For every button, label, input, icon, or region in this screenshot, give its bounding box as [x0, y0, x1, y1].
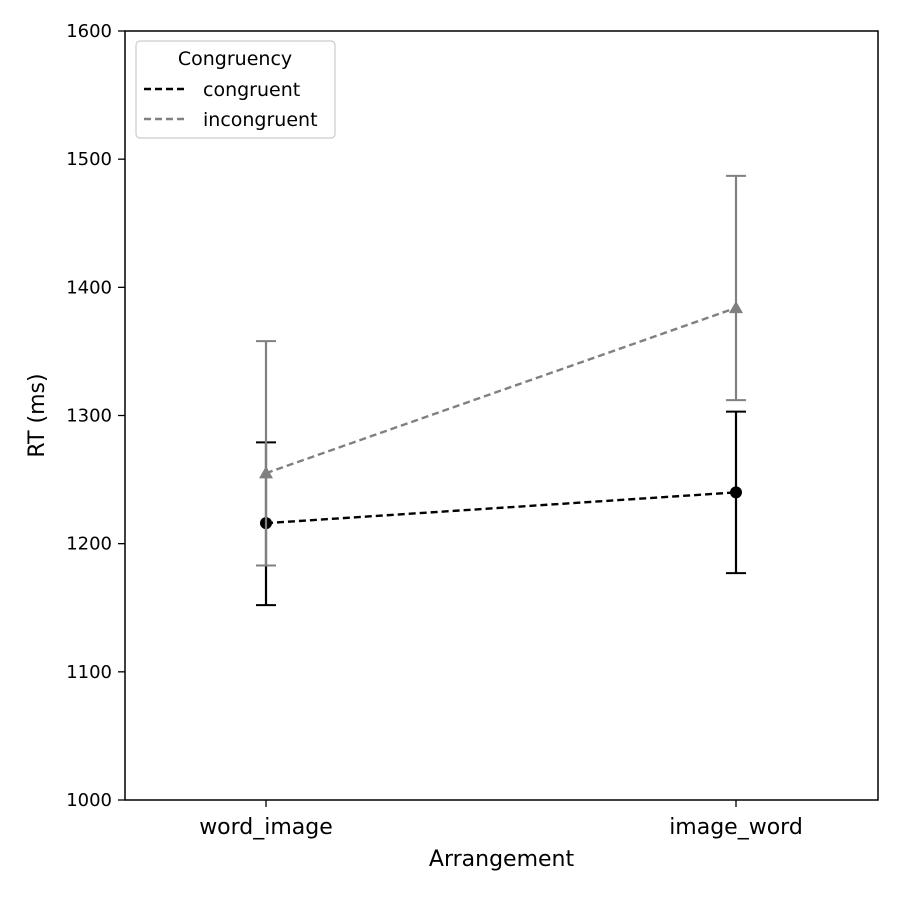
x-axis-label: Arrangement	[429, 847, 575, 872]
y-axis-label: RT (ms)	[25, 373, 50, 457]
legend-box	[135, 40, 336, 139]
series-congruent	[256, 410, 746, 607]
legend-title: Congruency	[178, 48, 292, 70]
x-tick-label: image_word	[669, 815, 803, 840]
legend-label: congruent	[203, 79, 300, 101]
y-axis: 1000 1100 1200 1300 1400 1500 1600	[66, 21, 125, 811]
y-tick-label: 1600	[66, 21, 112, 42]
plot-frame	[124, 30, 879, 801]
data-point	[730, 486, 742, 499]
y-tick-label: 1300	[66, 406, 112, 427]
legend-label: incongruent	[203, 109, 318, 131]
series-line	[265, 491, 737, 525]
x-tick-label: word_image	[199, 815, 333, 840]
y-tick-label: 1000	[66, 790, 112, 811]
data-point	[259, 466, 273, 479]
series-line	[265, 306, 737, 475]
series-layer	[256, 174, 746, 607]
legend-item-incongruent: incongruent	[144, 109, 318, 131]
series-incongruent	[256, 174, 746, 567]
legend-item-congruent: congruent	[144, 79, 300, 101]
x-axis: word_image image_word	[199, 800, 803, 840]
y-tick-label: 1100	[66, 662, 112, 683]
legend-items: congruent incongruent	[144, 79, 318, 131]
data-point	[729, 300, 743, 314]
y-tick-label: 1400	[66, 277, 112, 298]
y-tick-label: 1500	[66, 149, 112, 170]
legend: Congruency congruent incongruent	[135, 40, 336, 139]
y-tick-label: 1200	[66, 534, 112, 555]
